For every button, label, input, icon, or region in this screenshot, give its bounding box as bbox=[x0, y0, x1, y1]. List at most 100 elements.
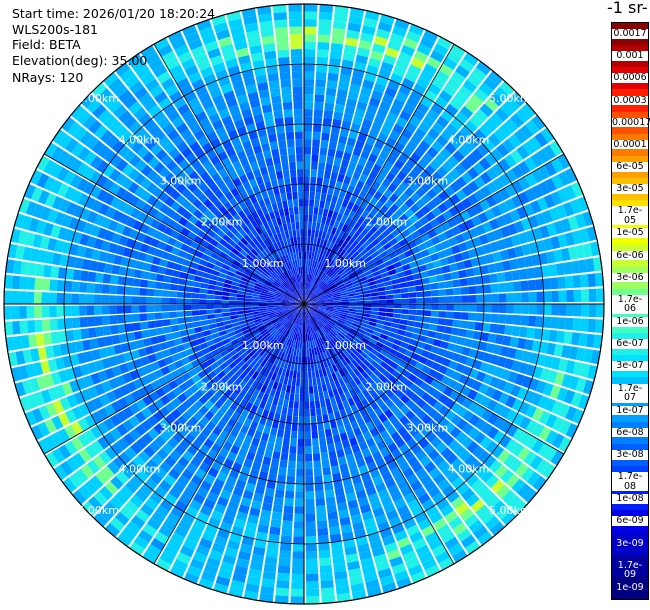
range-gate-cell bbox=[278, 343, 284, 351]
range-gate-cell bbox=[273, 12, 287, 21]
range-gate-cell bbox=[555, 262, 565, 276]
range-gate-cell bbox=[423, 255, 433, 264]
range-gate-cell bbox=[201, 99, 215, 111]
range-gate-cell bbox=[273, 412, 281, 422]
range-gate-cell bbox=[349, 177, 359, 188]
range-gate-cell bbox=[358, 340, 367, 348]
range-gate-cell bbox=[255, 266, 263, 274]
range-gate-cell bbox=[259, 306, 267, 309]
range-gate-cell bbox=[181, 468, 194, 481]
range-gate-cell bbox=[389, 165, 401, 176]
range-gate-cell bbox=[317, 293, 325, 298]
range-gate-cell bbox=[231, 352, 240, 361]
range-gate-cell bbox=[224, 507, 237, 518]
range-gate-cell bbox=[379, 575, 395, 586]
range-gate-cell bbox=[135, 424, 147, 437]
range-gate-cell bbox=[269, 235, 277, 244]
range-gate-cell bbox=[111, 232, 122, 244]
range-gate-cell bbox=[244, 295, 253, 299]
range-ring bbox=[183, 183, 425, 425]
range-gate-cell bbox=[383, 321, 393, 327]
range-gate-cell bbox=[178, 159, 190, 171]
range-gate-cell bbox=[198, 92, 211, 104]
range-gate-cell bbox=[120, 130, 134, 144]
range-gate-cell bbox=[90, 372, 101, 385]
range-gate-cell bbox=[304, 298, 310, 304]
range-gate-cell bbox=[315, 322, 321, 330]
range-gate-cell bbox=[365, 525, 379, 536]
range-gate-cell bbox=[117, 397, 129, 409]
range-gate-cell bbox=[425, 176, 437, 188]
range-gate-cell bbox=[368, 247, 377, 256]
range-gate-cell bbox=[247, 204, 256, 214]
range-gate-cell bbox=[364, 367, 373, 376]
range-gate-cell bbox=[432, 424, 444, 436]
range-gate-cell bbox=[311, 305, 319, 308]
range-gate-cell bbox=[188, 416, 199, 427]
range-gate-cell bbox=[310, 267, 314, 275]
range-gate-cell bbox=[112, 210, 123, 222]
range-gate-cell bbox=[480, 265, 489, 275]
range-gate-cell bbox=[25, 232, 36, 247]
range-gate-cell bbox=[67, 121, 82, 137]
range-gate-cell bbox=[509, 336, 519, 348]
range-gate-cell bbox=[171, 353, 181, 362]
range-gate-cell bbox=[203, 234, 213, 243]
range-gate-cell bbox=[130, 515, 146, 529]
range-gate-cell bbox=[461, 436, 474, 449]
range-gate-cell bbox=[285, 483, 295, 492]
range-gate-cell bbox=[239, 543, 253, 554]
range-gate-cell bbox=[399, 319, 408, 326]
range-gate-cell bbox=[184, 64, 199, 77]
range-gate-cell bbox=[330, 272, 338, 279]
range-gate-cell bbox=[517, 161, 531, 175]
range-gate-cell bbox=[109, 315, 118, 325]
range-gate-cell bbox=[36, 155, 50, 172]
range-gate-cell bbox=[312, 139, 321, 148]
range-gate-cell bbox=[388, 516, 402, 528]
range-gate-cell bbox=[542, 316, 552, 329]
range-gate-cell bbox=[222, 234, 232, 243]
range-gate-cell bbox=[541, 265, 550, 278]
range-gate-cell bbox=[167, 362, 178, 373]
range-gate-cell bbox=[254, 282, 263, 288]
range-gate-cell bbox=[347, 22, 362, 33]
range-gate-cell bbox=[473, 189, 486, 202]
range-gate-cell bbox=[310, 317, 315, 325]
range-gate-cell bbox=[224, 341, 233, 349]
range-gate-cell bbox=[208, 323, 218, 330]
range-gate-cell bbox=[557, 171, 571, 187]
range-gate-cell bbox=[391, 228, 401, 238]
range-gate-cell bbox=[438, 296, 447, 304]
range-gate-cell bbox=[119, 68, 135, 83]
range-gate-cell bbox=[83, 166, 96, 181]
range-gate-cell bbox=[355, 54, 369, 65]
range-gate-cell bbox=[244, 298, 252, 302]
range-gate-cell bbox=[268, 253, 276, 262]
range-gate-cell bbox=[225, 275, 234, 281]
range-gate-cell bbox=[267, 275, 275, 282]
range-gate-cell bbox=[183, 388, 194, 399]
range-gate-cell bbox=[319, 399, 326, 408]
range-gate-cell bbox=[63, 170, 76, 185]
range-gate-cell bbox=[143, 364, 154, 375]
range-gate-cell bbox=[308, 206, 314, 215]
range-gate-cell bbox=[183, 572, 200, 585]
range-gate-cell bbox=[247, 368, 256, 377]
range-gate-cell bbox=[475, 350, 486, 361]
range-gate-cell bbox=[89, 260, 99, 272]
range-gate-cell bbox=[163, 474, 177, 487]
range-gate-cell bbox=[329, 57, 341, 67]
range-gate-cell bbox=[345, 168, 355, 178]
range-gate-cell bbox=[337, 352, 344, 361]
range-gate-cell bbox=[370, 382, 380, 391]
range-gate-cell bbox=[260, 312, 268, 316]
beta-field bbox=[4, 4, 604, 604]
range-gate-cell bbox=[369, 539, 383, 550]
range-gate-cell bbox=[376, 246, 386, 255]
range-gate-cell bbox=[458, 242, 468, 252]
range-gate-cell bbox=[390, 394, 400, 404]
range-gate-cell bbox=[476, 143, 490, 157]
range-gate-cell bbox=[274, 307, 282, 311]
range-gate-cell bbox=[288, 286, 295, 293]
